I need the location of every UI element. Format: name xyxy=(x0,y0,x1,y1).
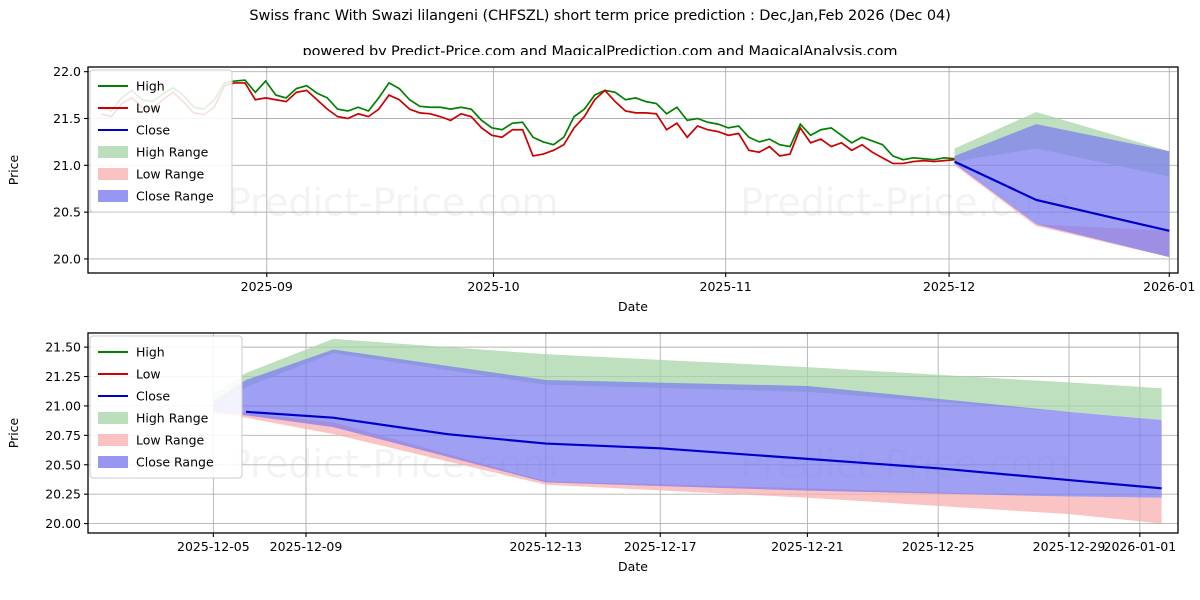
x-tick-label: 2025-12-25 xyxy=(902,539,975,554)
legend-label: Close xyxy=(136,389,170,404)
x-tick-label: 2025-12-29 xyxy=(1033,539,1106,554)
legend-swatch-patch xyxy=(98,168,128,180)
x-tick-label: 2025-12-17 xyxy=(624,539,697,554)
x-tick-label: 2026-01-01 xyxy=(1104,539,1177,554)
x-tick-label: 2025-12-21 xyxy=(771,539,844,554)
y-tick-label: 21.0 xyxy=(53,158,81,173)
y-tick-label: 21.5 xyxy=(53,111,81,126)
x-tick-label: 2025-12-05 xyxy=(177,539,250,554)
x-axis: 2025-09 2025-10 2025-11 2025-12 2026-01 xyxy=(241,273,1195,294)
x-tick-label: 2025-12 xyxy=(923,279,975,294)
x-tick-label: 2026-01 xyxy=(1143,279,1195,294)
legend-label: Close Range xyxy=(136,189,214,204)
chart-legend[interactable]: High Low Close High Range Low Range Close Ran… xyxy=(89,69,233,213)
x-axis-label: Date xyxy=(618,299,648,314)
y-tick-label: 21.50 xyxy=(45,340,81,355)
y-tick-label: 20.75 xyxy=(45,428,81,443)
chart-legend[interactable]: High Low Close High Range Low Range Close Ran… xyxy=(89,335,243,479)
close-line xyxy=(954,160,1170,232)
x-axis-label: Date xyxy=(618,559,648,574)
y-tick-label: 20.0 xyxy=(53,251,81,266)
plot-data xyxy=(213,338,1162,524)
legend-label: Close xyxy=(136,123,170,138)
y-axis: 20.0 20.5 21.0 21.5 22.0 xyxy=(53,64,88,266)
overview-chart: Predict-Price.comPredict-Price.com20.020… xyxy=(0,55,1200,365)
legend-swatch-patch xyxy=(98,434,128,446)
watermark-text: Predict-Price.com xyxy=(228,180,559,224)
legend-label: Low xyxy=(136,101,161,116)
close-range-band xyxy=(213,349,1162,498)
x-tick-label: 2025-11 xyxy=(700,279,752,294)
y-axis-label: Price xyxy=(6,154,21,185)
legend-label: Low Range xyxy=(136,167,205,182)
legend-label: High xyxy=(136,345,165,360)
detail-chart: Predict-Price.comPredict-Price.com20.002… xyxy=(0,325,1200,595)
gridlines xyxy=(88,67,1178,273)
x-axis: 2025-12-05 2025-12-09 2025-12-13 2025-12-17… xyxy=(177,533,1176,554)
y-tick-label: 21.25 xyxy=(45,369,81,384)
axes-frame xyxy=(87,66,1179,274)
legend-label: High Range xyxy=(136,145,209,160)
high-line xyxy=(100,79,955,161)
legend-label: Close Range xyxy=(136,455,214,470)
y-axis: 20.00 20.25 20.50 20.75 21.00 21.25 21.50 xyxy=(45,340,88,531)
legend-swatch-patch xyxy=(98,190,128,202)
legend-label: Low Range xyxy=(136,433,205,448)
legend-label: Low xyxy=(136,367,161,382)
axes-frame xyxy=(87,332,1179,534)
y-tick-label: 20.25 xyxy=(45,487,81,502)
legend-label: High Range xyxy=(136,411,209,426)
x-tick-label: 2025-12-13 xyxy=(509,539,582,554)
close-line xyxy=(245,410,1162,490)
low-line xyxy=(100,82,955,165)
page-title: Swiss franc With Swazi lilangeni (CHFSZL… xyxy=(249,8,951,24)
low-range-band xyxy=(213,410,1162,524)
legend-swatch-patch xyxy=(98,146,128,158)
y-tick-label: 21.00 xyxy=(45,398,81,413)
y-tick-label: 20.50 xyxy=(45,457,81,472)
legend-swatch-patch xyxy=(98,412,128,424)
x-tick-label: 2025-09 xyxy=(241,279,293,294)
y-tick-label: 20.00 xyxy=(45,516,81,531)
close-range-band xyxy=(954,124,1170,258)
x-tick-label: 2025-12-09 xyxy=(270,539,343,554)
y-tick-label: 22.0 xyxy=(53,64,81,79)
legend-swatch-patch xyxy=(98,456,128,468)
x-tick-label: 2025-10 xyxy=(467,279,519,294)
y-tick-label: 20.5 xyxy=(53,205,81,220)
y-axis-label: Price xyxy=(6,417,21,448)
plot-data xyxy=(100,79,1170,258)
legend-label: High xyxy=(136,79,165,94)
